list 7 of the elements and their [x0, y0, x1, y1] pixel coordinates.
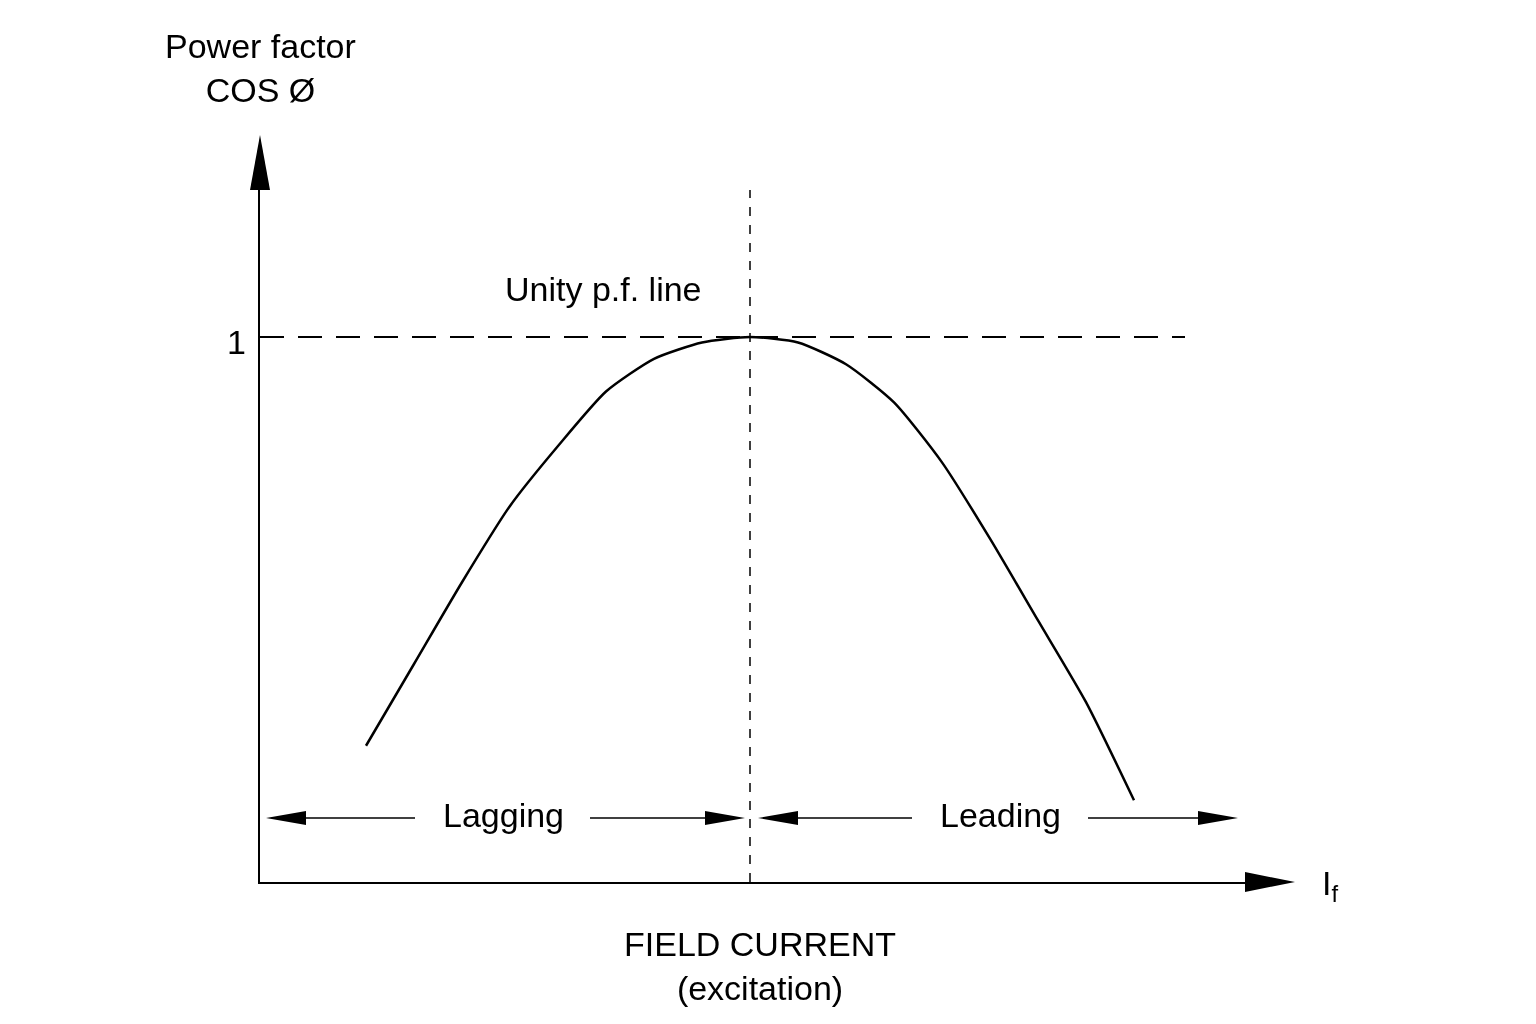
- annotation: Leading: [940, 796, 1062, 834]
- x-axis-title: FIELD CURRENT (excitation): [624, 925, 897, 1008]
- annotation: Lagging: [443, 796, 565, 834]
- text: I$_{f}$: [1322, 864, 1339, 908]
- text: 1: [227, 323, 246, 361]
- text: Power factor COS Ø: [165, 27, 356, 110]
- ref-line-label: Unity p.f. line: [505, 270, 702, 308]
